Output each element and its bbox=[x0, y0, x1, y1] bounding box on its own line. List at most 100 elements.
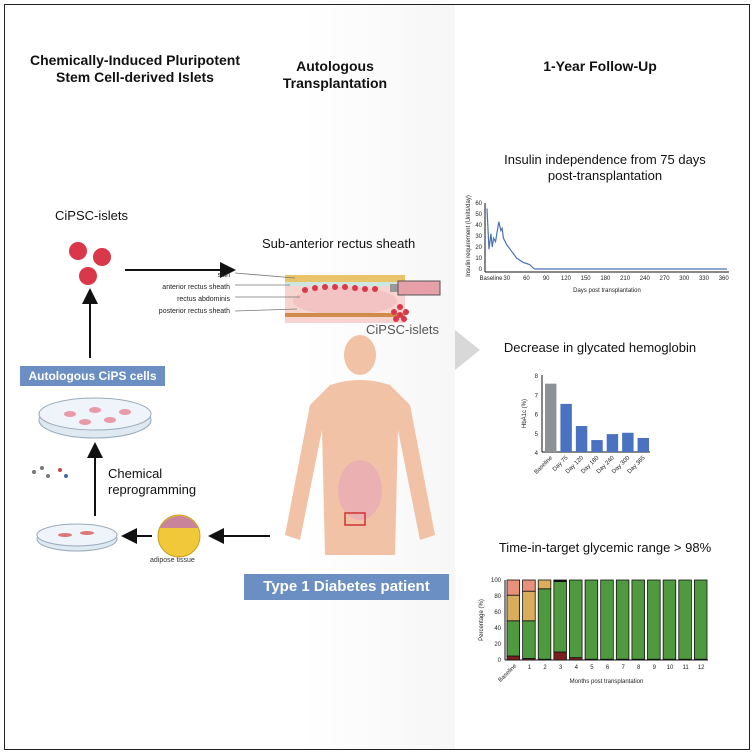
islet-cluster-icon bbox=[391, 304, 409, 322]
stacked-segment bbox=[662, 579, 677, 660]
x-tick-label: 330 bbox=[699, 276, 710, 282]
y-tick-label: 0 bbox=[479, 267, 483, 273]
hba1c-bar bbox=[622, 432, 634, 452]
chemical-reprogramming-label: Chemical reprogramming bbox=[108, 466, 196, 498]
x-tick-label: 1 bbox=[528, 665, 532, 671]
adipose-tissue-icon bbox=[157, 514, 201, 558]
x-tick-label: 210 bbox=[620, 276, 631, 282]
stacked-segment bbox=[522, 590, 536, 622]
x-tick-label: 180 bbox=[600, 276, 611, 282]
stacked-segment bbox=[647, 579, 661, 660]
x-tick-label: 240 bbox=[640, 276, 651, 282]
sub-anterior-label: Sub-anterior rectus sheath bbox=[262, 236, 416, 251]
y-tick-label: 6 bbox=[535, 413, 539, 419]
hba1c-bar bbox=[560, 403, 572, 452]
stacked-segment bbox=[506, 620, 521, 657]
stacked-segment bbox=[553, 579, 567, 582]
y-tick-label: 0 bbox=[498, 658, 502, 664]
header-line: Chemically-Induced Pluripotent bbox=[29, 52, 241, 68]
header-line: Stem Cell-derived Islets bbox=[56, 69, 214, 85]
y-tick-label: 4 bbox=[535, 451, 539, 457]
tir-stacked-bar-chart: 0 20 40 60 80 100 Percentage (%) Months post tr… bbox=[479, 578, 708, 685]
y-axis-label: Insulin requirement (Units/day) bbox=[466, 195, 472, 277]
cipsc-islets-label-2: CiPSC-islets bbox=[366, 322, 439, 337]
hba1c-chart-title: Decrease in glycated hemoglobin bbox=[503, 340, 697, 355]
x-tick-label: Day 365 bbox=[627, 455, 648, 476]
y-tick-label: 5 bbox=[535, 432, 539, 438]
label-rectus-abdominis: rectus abdominis bbox=[177, 296, 230, 303]
y-tick-label: 7 bbox=[535, 393, 539, 399]
small-molecules-icon bbox=[32, 466, 68, 478]
stacked-segment bbox=[522, 579, 536, 592]
stacked-segment bbox=[506, 594, 521, 622]
y-tick-label: 80 bbox=[494, 594, 501, 600]
header-line: Transplantation bbox=[282, 75, 388, 91]
y-tick-label: 40 bbox=[494, 626, 501, 632]
petri-dish-adipose-cells bbox=[36, 523, 118, 552]
hba1c-bar bbox=[606, 434, 619, 452]
stacked-segment bbox=[693, 579, 708, 660]
insulin-chart-title: Insulin independence from 75 days post-tr… bbox=[470, 152, 740, 184]
stacked-segment bbox=[506, 655, 521, 661]
y-tick-label: 8 bbox=[535, 374, 539, 380]
x-axis-label: Months post transplantation bbox=[570, 679, 644, 685]
islets-icon bbox=[69, 242, 111, 285]
x-tick-label: 5 bbox=[590, 665, 594, 671]
hba1c-bar bbox=[545, 383, 557, 452]
header-transplantation: Autologous Transplantation bbox=[250, 58, 420, 92]
type1-diabetes-patient-badge: Type 1 Diabetes patient bbox=[244, 574, 449, 600]
stacked-segment bbox=[600, 579, 614, 660]
stacked-segment bbox=[584, 579, 599, 660]
label-anterior-rectus-sheath: anterior rectus sheath bbox=[162, 284, 230, 291]
y-tick-label: 30 bbox=[475, 234, 482, 240]
header-line: Autologous bbox=[296, 58, 374, 74]
y-tick-label: 20 bbox=[475, 245, 482, 251]
header-follow-up: 1-Year Follow-Up bbox=[543, 58, 657, 74]
y-tick-label: 60 bbox=[494, 610, 501, 616]
stacked-segment bbox=[537, 579, 552, 590]
patient-body-illustration bbox=[285, 335, 435, 555]
header-islets: Chemically-Induced Pluripotent Stem Cell-… bbox=[20, 52, 250, 86]
x-tick-label: 300 bbox=[679, 276, 690, 282]
tir-chart-title: Time-in-target glycemic range > 98% bbox=[498, 540, 712, 555]
x-tick-label: 2 bbox=[543, 665, 547, 671]
x-tick-label: 90 bbox=[543, 276, 550, 282]
x-tick-label: 4 bbox=[575, 665, 579, 671]
title-line: Insulin independence from 75 days bbox=[504, 152, 706, 167]
insulin-series-line bbox=[486, 208, 727, 270]
x-tick-label: 10 bbox=[667, 665, 674, 671]
x-tick-label: 8 bbox=[637, 665, 641, 671]
stacked-segment bbox=[506, 579, 521, 596]
x-tick-label: Baseline bbox=[479, 276, 503, 282]
autologous-cips-cells-badge: Autologous CiPS cells bbox=[20, 366, 165, 386]
stacked-segment bbox=[553, 651, 567, 661]
x-tick-label: 270 bbox=[660, 276, 671, 282]
label-line: reprogramming bbox=[108, 482, 197, 497]
stacked-segment bbox=[631, 579, 645, 660]
y-tick-label: 100 bbox=[491, 578, 502, 584]
x-tick-label: 3 bbox=[559, 665, 563, 671]
title-line: post-transplantation bbox=[547, 168, 663, 183]
x-tick-label: 11 bbox=[682, 665, 689, 671]
label-skin: skin bbox=[217, 272, 230, 279]
stacked-segment bbox=[569, 579, 583, 658]
stacked-segment bbox=[553, 581, 567, 653]
x-tick-label: 9 bbox=[653, 665, 657, 671]
hba1c-bar bbox=[637, 437, 649, 452]
tissue-layer-labels: skin anterior rectus sheath rectus abdom… bbox=[150, 270, 230, 318]
x-tick-label: Baseline bbox=[498, 663, 519, 684]
y-tick-label: 10 bbox=[475, 256, 482, 262]
petri-dish-cips-cells bbox=[38, 397, 152, 439]
label-posterior-rectus-sheath: posterior rectus sheath bbox=[158, 308, 230, 315]
x-tick-label: 120 bbox=[561, 276, 572, 282]
y-tick-label: 50 bbox=[475, 212, 482, 218]
adipose-tissue-label: adipose tissue bbox=[150, 557, 195, 564]
x-axis-label: Days post transplantation bbox=[573, 288, 641, 294]
cipsc-islets-label: CiPSC-islets bbox=[55, 208, 128, 223]
x-tick-label: 60 bbox=[523, 276, 530, 282]
x-tick-label: 7 bbox=[621, 665, 625, 671]
stacked-segment bbox=[522, 620, 536, 659]
